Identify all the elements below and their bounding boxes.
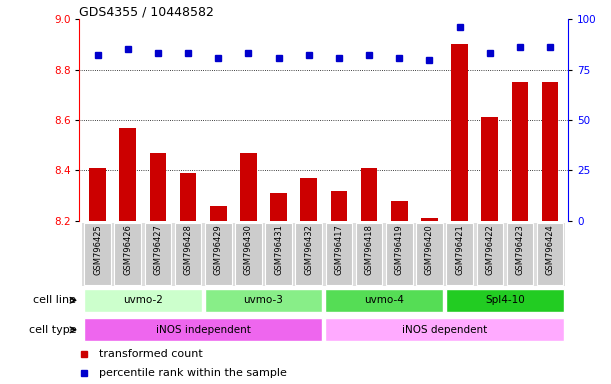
FancyBboxPatch shape (537, 223, 563, 285)
Text: GSM796422: GSM796422 (485, 225, 494, 275)
Text: GDS4355 / 10448582: GDS4355 / 10448582 (79, 5, 214, 18)
Bar (240, 153, 257, 221)
Text: uvmo-2: uvmo-2 (123, 295, 163, 305)
FancyBboxPatch shape (145, 223, 171, 285)
Bar (301, 178, 317, 221)
Text: GSM796420: GSM796420 (425, 225, 434, 275)
FancyBboxPatch shape (296, 223, 322, 285)
FancyBboxPatch shape (235, 223, 262, 285)
Text: GSM796418: GSM796418 (365, 225, 373, 275)
Text: Spl4-10: Spl4-10 (485, 295, 525, 305)
Text: GSM796419: GSM796419 (395, 225, 404, 275)
FancyBboxPatch shape (84, 223, 111, 285)
Bar (270, 193, 287, 221)
FancyBboxPatch shape (175, 223, 202, 285)
Text: percentile rank within the sample: percentile rank within the sample (99, 368, 287, 378)
Text: GSM796427: GSM796427 (153, 225, 163, 275)
Bar (331, 190, 347, 221)
FancyBboxPatch shape (325, 289, 443, 312)
Text: uvmo-4: uvmo-4 (364, 295, 404, 305)
Bar (89, 168, 106, 221)
FancyBboxPatch shape (325, 318, 564, 341)
Text: GSM796430: GSM796430 (244, 225, 253, 275)
FancyBboxPatch shape (205, 289, 323, 312)
Bar (452, 45, 468, 221)
Bar (360, 168, 378, 221)
FancyBboxPatch shape (265, 223, 292, 285)
Text: GSM796426: GSM796426 (123, 225, 132, 275)
FancyBboxPatch shape (84, 289, 202, 312)
Bar (119, 127, 136, 221)
Text: cell line: cell line (34, 295, 76, 305)
Text: uvmo-3: uvmo-3 (244, 295, 284, 305)
Text: GSM796431: GSM796431 (274, 225, 283, 275)
Text: GSM796425: GSM796425 (93, 225, 102, 275)
FancyBboxPatch shape (507, 223, 533, 285)
FancyBboxPatch shape (205, 223, 232, 285)
FancyBboxPatch shape (477, 223, 503, 285)
Text: transformed count: transformed count (99, 349, 203, 359)
Text: iNOS dependent: iNOS dependent (402, 325, 487, 335)
Text: GSM796417: GSM796417 (334, 225, 343, 275)
Bar (180, 173, 196, 221)
Text: GSM796428: GSM796428 (183, 225, 192, 275)
Bar (391, 200, 408, 221)
Bar (150, 153, 166, 221)
FancyBboxPatch shape (114, 223, 141, 285)
FancyBboxPatch shape (386, 223, 412, 285)
Text: cell type: cell type (29, 325, 76, 335)
Bar (481, 118, 498, 221)
Bar (542, 82, 558, 221)
Bar (421, 218, 437, 221)
Text: GSM796432: GSM796432 (304, 225, 313, 275)
FancyBboxPatch shape (446, 289, 564, 312)
Text: GSM796421: GSM796421 (455, 225, 464, 275)
FancyBboxPatch shape (356, 223, 382, 285)
Text: GSM796424: GSM796424 (546, 225, 555, 275)
Text: GSM796429: GSM796429 (214, 225, 223, 275)
FancyBboxPatch shape (416, 223, 443, 285)
Text: iNOS independent: iNOS independent (156, 325, 251, 335)
FancyBboxPatch shape (446, 223, 473, 285)
Bar (511, 82, 529, 221)
Bar (210, 206, 227, 221)
FancyBboxPatch shape (326, 223, 352, 285)
FancyBboxPatch shape (84, 318, 323, 341)
Text: GSM796423: GSM796423 (516, 225, 524, 275)
